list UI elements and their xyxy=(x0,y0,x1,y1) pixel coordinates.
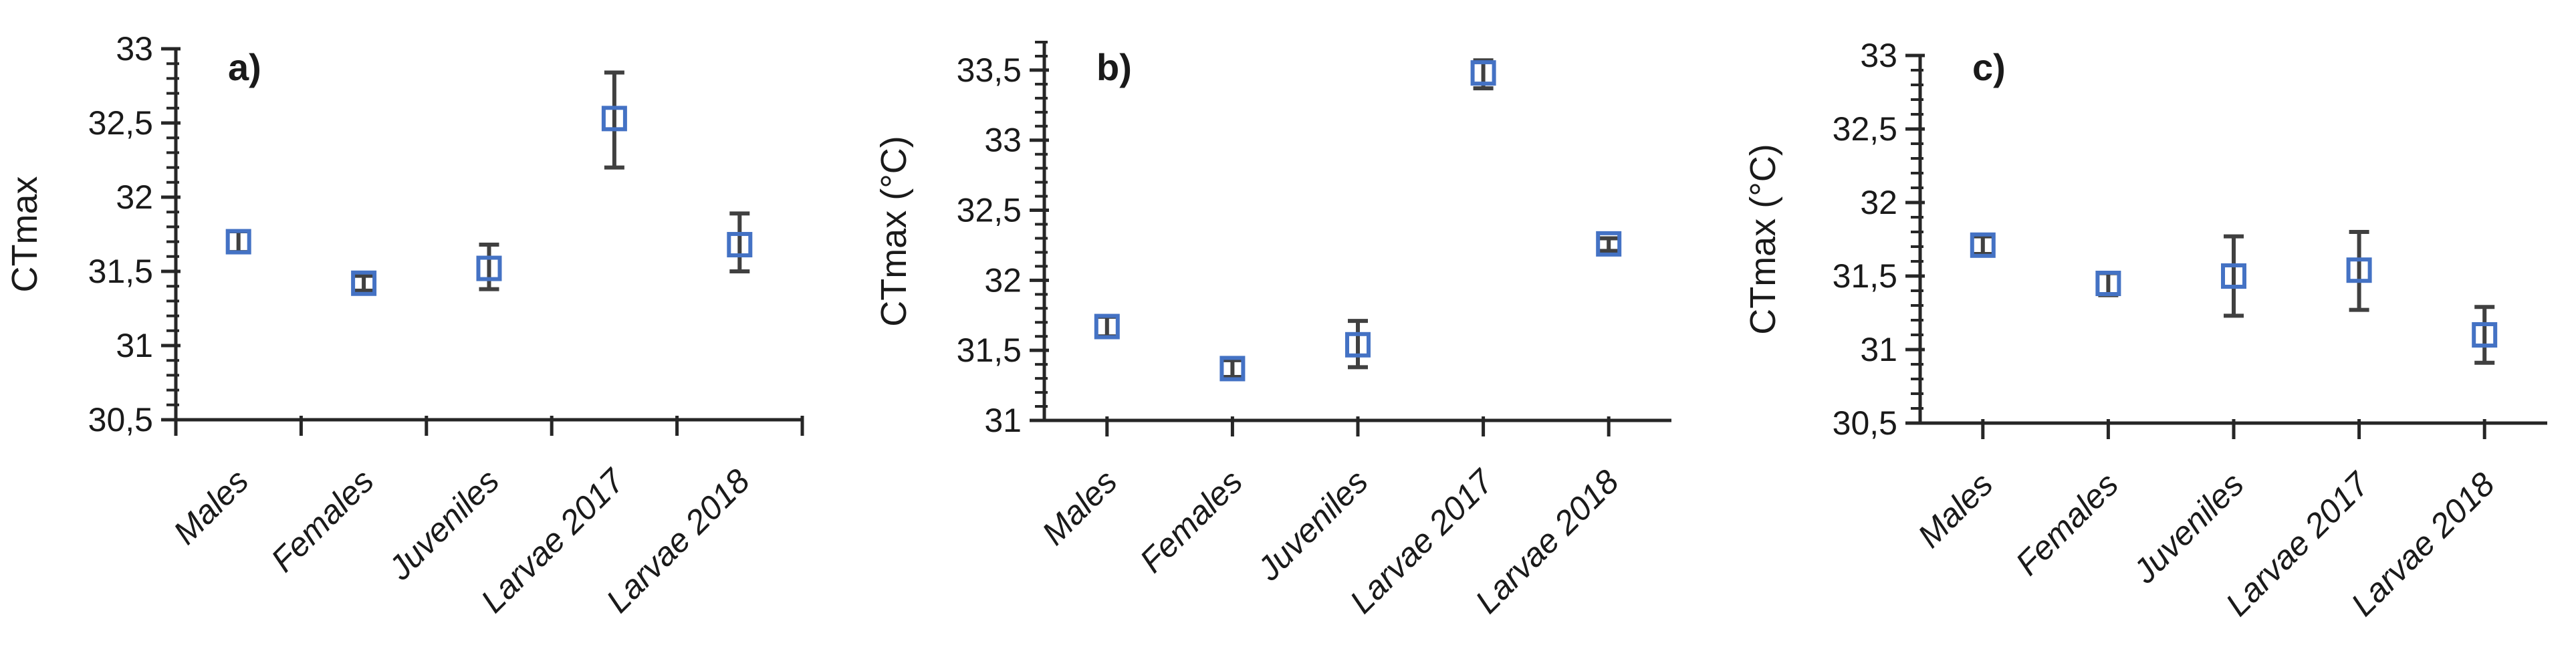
data-point xyxy=(2346,230,2372,312)
x-category-label: Females xyxy=(264,462,381,579)
y-tick-label: 32 xyxy=(116,178,153,216)
x-category-label: Males xyxy=(1911,465,2000,555)
y-axis-title: CTmax xyxy=(5,176,45,293)
data-point xyxy=(1970,232,1996,258)
square-marker xyxy=(2221,263,2246,289)
square-marker xyxy=(1094,313,1120,340)
y-tick-label: 30,5 xyxy=(1833,404,1897,442)
x-category-label: Juveniles xyxy=(381,462,507,588)
y-tick-label: 32,5 xyxy=(88,104,153,142)
data-point xyxy=(351,270,377,296)
panel-letter: b) xyxy=(1096,46,1132,88)
data-point xyxy=(727,211,753,273)
data-point xyxy=(601,70,627,170)
square-marker xyxy=(1596,231,1622,257)
square-marker xyxy=(1470,60,1496,86)
y-tick-label: 32 xyxy=(1860,184,1897,221)
y-tick-label: 33 xyxy=(1860,37,1897,74)
y-tick-label: 31 xyxy=(116,327,153,364)
square-marker xyxy=(351,270,377,296)
x-category-label: Males xyxy=(1035,463,1125,552)
y-tick-label: 31,5 xyxy=(957,332,1022,369)
y-tick-label: 33 xyxy=(116,30,153,68)
panel-letter: c) xyxy=(1972,46,2006,88)
data-point xyxy=(1470,58,1496,91)
square-marker xyxy=(1970,232,1996,258)
y-tick-label: 30,5 xyxy=(88,401,153,438)
x-category-label: Males xyxy=(166,462,256,551)
y-tick-label: 32 xyxy=(984,261,1022,299)
y-tick-label: 32,5 xyxy=(957,192,1022,229)
y-tick-label: 33,5 xyxy=(957,51,1022,89)
data-point xyxy=(2095,271,2121,297)
square-marker xyxy=(601,106,627,132)
square-marker xyxy=(476,255,502,281)
panel-letter: a) xyxy=(228,46,261,88)
square-marker xyxy=(1219,356,1246,382)
data-point xyxy=(1094,313,1120,340)
y-tick-label: 33 xyxy=(984,122,1022,159)
square-marker xyxy=(2095,271,2121,296)
data-point xyxy=(1596,231,1622,257)
square-marker xyxy=(2346,257,2372,283)
x-category-label: Juveniles xyxy=(2125,465,2251,591)
y-axis-title: CTmax (°C) xyxy=(874,136,914,327)
y-tick-label: 31,5 xyxy=(88,253,153,290)
square-marker xyxy=(1345,332,1371,358)
square-marker xyxy=(727,232,753,258)
y-axis-title: CTmax (°C) xyxy=(1743,144,1783,335)
square-marker xyxy=(225,229,251,255)
y-tick-label: 31,5 xyxy=(1833,257,1897,295)
y-tick-label: 32,5 xyxy=(1833,110,1897,148)
data-point xyxy=(476,243,502,291)
x-category-label: Juveniles xyxy=(1250,463,1375,588)
data-point xyxy=(1219,356,1246,382)
y-tick-label: 31 xyxy=(1860,331,1897,368)
data-point xyxy=(2472,305,2498,365)
data-point xyxy=(2221,234,2246,318)
y-tick-label: 31 xyxy=(984,402,1022,439)
x-category-label: Females xyxy=(1133,463,1250,579)
data-point xyxy=(1345,319,1371,370)
x-category-label: Females xyxy=(2008,465,2125,582)
data-point xyxy=(225,229,251,255)
square-marker xyxy=(2472,322,2498,348)
